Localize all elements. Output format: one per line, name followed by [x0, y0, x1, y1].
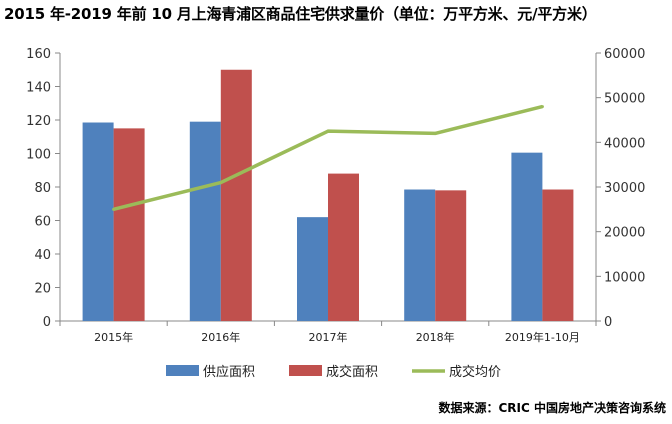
chart-lines [112, 104, 544, 212]
legend-label-成交均价: 成交均价 [449, 364, 501, 380]
bar-成交面积 [220, 69, 252, 321]
x-tick-label: 2016年 [201, 330, 240, 344]
y-right-tick-label: 30000 [604, 181, 645, 196]
y-right-tick-label: 10000 [604, 270, 645, 285]
bar-供应面积 [511, 152, 543, 321]
y-left-tick-label: 120 [26, 114, 51, 129]
bar-供应面积 [297, 217, 328, 321]
bar-成交面积 [542, 189, 574, 321]
bar-供应面积 [404, 189, 436, 321]
chart-axes: 0 20 40 60 80 100 120 140 160 0 10000 20000 30000 400… [26, 47, 645, 344]
chart-legend: 供应面积 成交面积 成交均价 [166, 364, 501, 380]
legend-label-供应面积: 供应面积 [203, 364, 255, 380]
line-point-成交均价 [540, 105, 544, 109]
y-left-tick-label: 100 [26, 148, 51, 163]
y-right-tick-label: 20000 [604, 226, 645, 241]
y-left-tick-label: 0 [43, 315, 51, 330]
y-right-tick-label: 60000 [604, 47, 645, 62]
y-left-tick-label: 80 [34, 181, 51, 196]
y-left-tick-label: 160 [26, 47, 51, 62]
chart-bars [82, 69, 574, 321]
bar-成交面积 [328, 173, 359, 321]
bar-成交面积 [435, 190, 467, 321]
x-tick-label: 2017年 [309, 330, 348, 344]
y-right-tick-label: 50000 [604, 92, 645, 107]
y-left-tick-label: 140 [26, 81, 51, 96]
bar-供应面积 [82, 122, 114, 321]
x-tick-label: 2019年1-10月 [505, 330, 580, 344]
line-point-成交均价 [219, 181, 223, 185]
line-point-成交均价 [326, 129, 330, 133]
y-right-tick-label: 0 [604, 315, 612, 330]
x-tick-label: 2015年 [94, 330, 133, 344]
y-left-tick-label: 40 [34, 248, 51, 263]
legend-label-成交面积: 成交面积 [326, 364, 378, 380]
legend-swatch-供应面积 [166, 365, 199, 376]
bar-成交面积 [113, 128, 145, 321]
line-point-成交均价 [433, 131, 437, 135]
y-left-tick-label: 20 [34, 282, 51, 297]
legend-swatch-成交面积 [289, 365, 322, 376]
x-tick-label: 2018年 [416, 330, 455, 344]
line-point-成交均价 [112, 207, 116, 211]
y-right-tick-label: 40000 [604, 136, 645, 151]
y-left-tick-label: 60 [34, 215, 51, 230]
chart-title: 2015 年-2019 年前 10 月上海青浦区商品住宅供求量价（单位：万平方米… [4, 5, 597, 23]
bar-供应面积 [189, 121, 221, 321]
source-note: 数据来源：CRIC 中国房地产决策咨询系统 [438, 401, 667, 415]
